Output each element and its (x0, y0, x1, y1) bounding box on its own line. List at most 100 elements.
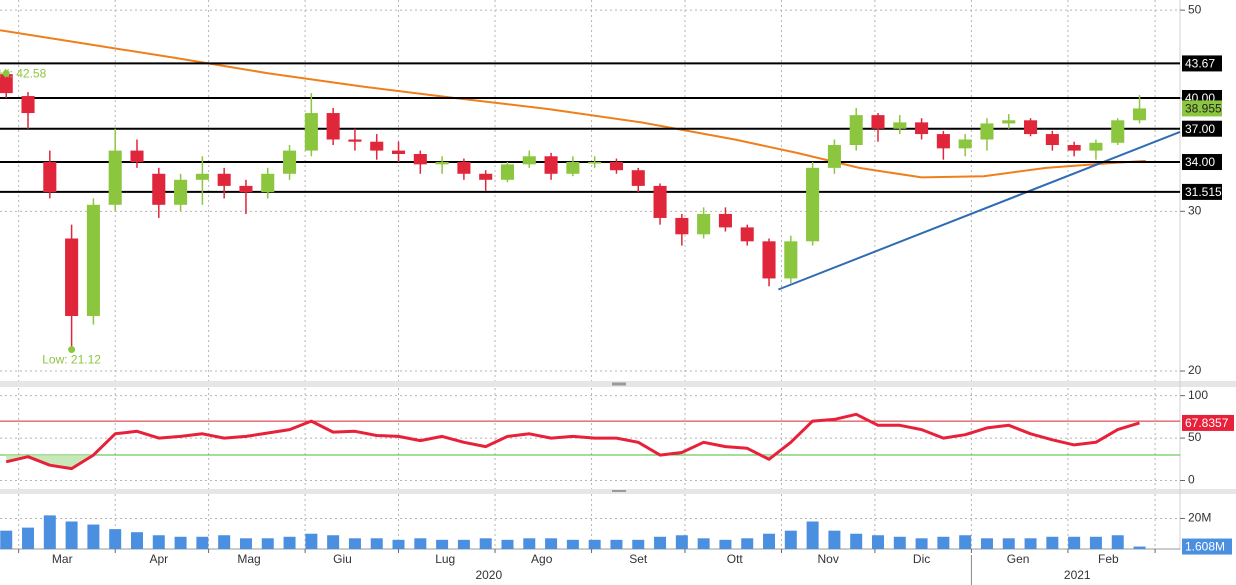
volume-bar (632, 539, 645, 549)
x-tick-label: Mar (52, 552, 73, 566)
candle-body (195, 173, 209, 180)
candle-body (152, 173, 166, 205)
x-tick-label: Nov (818, 552, 839, 566)
candle-body (631, 170, 645, 186)
volume-bar (436, 539, 449, 549)
x-tick-label: Set (629, 552, 648, 566)
x-tick-label: Feb (1098, 552, 1119, 566)
volume-bar (239, 538, 252, 549)
candle-body (784, 241, 798, 279)
candle-body (827, 145, 841, 168)
candle-body (65, 238, 79, 316)
candle-body (348, 139, 362, 142)
candle-body (544, 156, 558, 174)
y-tick-label: 50 (1188, 2, 1202, 16)
candle-body (479, 173, 493, 180)
volume-bar (457, 539, 470, 549)
candle-body (936, 134, 950, 149)
volume-bar (1002, 538, 1015, 549)
y-tick-label: 50 (1188, 430, 1202, 444)
volume-bar (588, 539, 601, 549)
candle-body (108, 150, 122, 205)
volume-bar (1046, 536, 1059, 549)
candle-body (1132, 108, 1147, 121)
candle-body (980, 123, 994, 140)
volume-bar (392, 539, 405, 549)
candle-body (239, 185, 253, 193)
volume-bar (348, 538, 361, 549)
level-label: 43.67 (1185, 57, 1215, 71)
x-tick-label: Dic (913, 552, 930, 566)
candle-body (43, 162, 57, 193)
volume-bar (1089, 536, 1102, 549)
volume-bar (174, 536, 187, 549)
candle-body (174, 179, 188, 205)
candle-body (609, 162, 624, 171)
volume-bar (1133, 546, 1146, 549)
volume-bar (327, 535, 340, 549)
candle-body (391, 150, 406, 154)
panel-handle (612, 490, 626, 492)
candle-body (675, 217, 689, 235)
y-tick-label: 0 (1188, 473, 1195, 487)
candle-body (283, 150, 297, 174)
candle-body (217, 173, 231, 186)
x-tick-label: Gen (1007, 552, 1030, 566)
volume-bar (87, 524, 100, 549)
trend-line (778, 130, 1181, 291)
level-label-box (1182, 120, 1222, 137)
candle-body (435, 162, 449, 165)
volume-bar (893, 536, 906, 549)
x-tick-label: Mag (237, 552, 260, 566)
volume-bar (501, 539, 514, 549)
volume-bar (130, 532, 143, 549)
level-label: 37.00 (1185, 122, 1215, 136)
candle-body (697, 213, 711, 235)
x-tick-label: Apr (149, 552, 168, 566)
candle-body (806, 167, 820, 242)
volume-bar (152, 535, 165, 549)
y-tick-label: 20 (1188, 363, 1202, 377)
candle-body (130, 150, 144, 163)
x-tick-label: Giu (333, 552, 352, 566)
last-price: 38.955 (1185, 102, 1222, 116)
volume-bar (915, 538, 928, 549)
volume-bar (566, 539, 579, 549)
volume-bar (0, 530, 13, 549)
volume-bar (850, 533, 863, 549)
candle-body (21, 96, 35, 114)
candle-body (893, 122, 907, 129)
year-label: 2020 (475, 568, 502, 582)
panel-handle (612, 382, 626, 386)
annotation-marker (2, 69, 10, 77)
volume-bar (828, 530, 841, 549)
last-rsi-box (1182, 414, 1234, 431)
last-rsi: 67.8357 (1185, 416, 1229, 430)
volume-bar (763, 533, 776, 549)
volume-bar (22, 527, 35, 549)
rsi-line (5, 412, 1140, 471)
level-label: 31.515 (1185, 185, 1222, 199)
volume-bar (305, 533, 318, 549)
candle-body (762, 241, 776, 279)
volume-bar (959, 535, 972, 549)
volume-bar (65, 521, 78, 549)
candle-body (500, 164, 515, 180)
candle-body (522, 156, 536, 165)
volume-bar (1111, 535, 1124, 549)
candle-body (958, 139, 972, 149)
volume-bar (806, 521, 819, 549)
last-volume: 1.608M (1185, 540, 1225, 554)
candle-body (849, 115, 863, 146)
candle-body (86, 204, 100, 316)
y-tick-label: 30 (1188, 203, 1202, 217)
volume-bar (741, 538, 754, 549)
candle-body (1089, 142, 1103, 151)
level-label: 34.00 (1185, 155, 1215, 169)
volume-bar (719, 539, 732, 549)
candle-body (0, 74, 13, 94)
candle-body (1024, 120, 1038, 135)
candle-body (871, 115, 885, 129)
volume-bar (523, 538, 536, 549)
level-label-box (1182, 55, 1222, 72)
